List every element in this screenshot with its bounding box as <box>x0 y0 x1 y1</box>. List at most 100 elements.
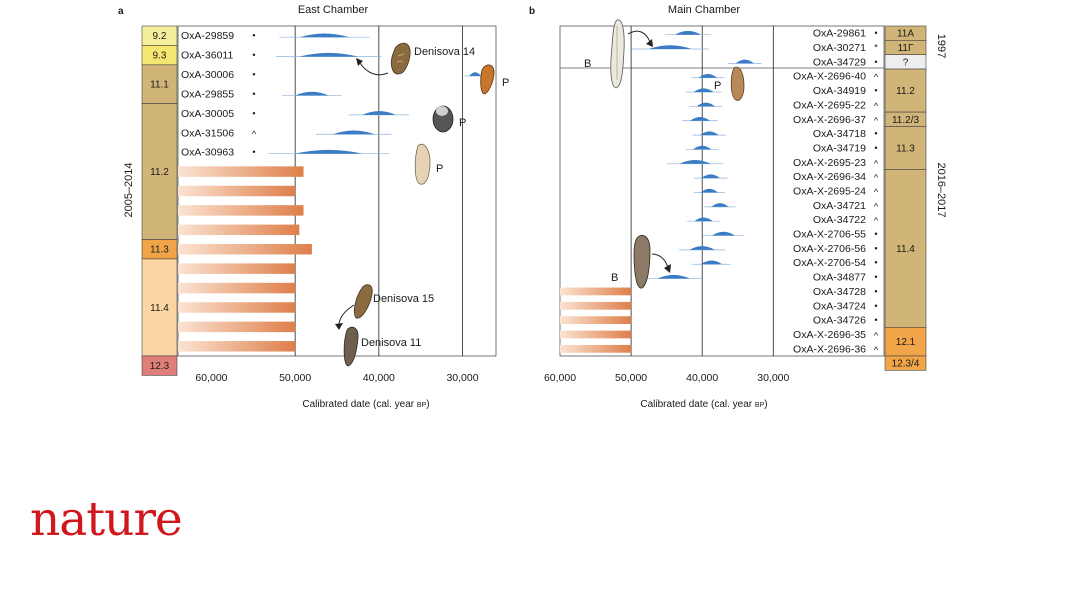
b-date-distribution-5 <box>696 102 715 107</box>
b-sample-marker-11: ^ <box>874 187 879 197</box>
b-limit-bar-20 <box>560 316 632 325</box>
b-sample-marker-5: ^ <box>874 101 879 111</box>
a-sample-marker-1: • <box>252 50 255 60</box>
a-limit-bar-7 <box>178 166 304 177</box>
b-sample-marker-14: • <box>874 229 877 239</box>
panel-b-annotations: B P B <box>584 58 721 284</box>
b-sample-marker-6: ^ <box>874 115 879 125</box>
denisova-14-arrowhead <box>356 58 363 66</box>
b-layer-box-6 <box>884 169 927 328</box>
b-date-distribution-2 <box>735 59 755 64</box>
pendant-fossil-icon-2 <box>432 105 454 133</box>
panel-b-x-axis-label: Calibrated date (cal. year BP) <box>640 399 767 410</box>
b-x-tick-label-0: 60,000 <box>544 372 576 384</box>
b-date-distribution-9 <box>679 160 711 164</box>
b-date-distribution-16 <box>700 260 723 265</box>
panel-b-x-ticks: 60,000 50,000 40,000 30,000 <box>544 372 790 384</box>
panel-a-period-label: 2005–2014 <box>123 162 135 217</box>
panel-b-layer-column: 11A 11Г? 11.2 11.2/3 11.3 11.4 12.1 12.3/4 <box>884 25 927 371</box>
a-layer-label-4: 11.3 <box>150 245 169 256</box>
a-date-distribution-0 <box>299 33 350 38</box>
panel-b-marks <box>560 30 762 353</box>
b-limit-bar-18 <box>560 287 632 296</box>
a-limit-bar-11 <box>178 243 312 255</box>
b-sample-marker-21: ^ <box>874 330 879 340</box>
b-date-distribution-6 <box>690 117 711 121</box>
a-date-distribution-1 <box>299 52 358 57</box>
b-layer-box-8 <box>884 355 927 371</box>
denisova-11-fossil-icon <box>343 326 359 367</box>
b-sample-label-2: OxA-34729 <box>813 56 866 68</box>
b-date-distribution-8 <box>692 145 712 150</box>
b-sample-marker-17: • <box>874 272 877 282</box>
b-date-distribution-12 <box>711 203 729 207</box>
panel-b-x-axis-label-unit: BP <box>755 402 765 409</box>
b-sample-label-6: OxA-X-2696-37 <box>793 114 866 126</box>
nature-logo: nature <box>30 492 183 547</box>
b-sample-label-14: OxA-X-2706-55 <box>793 229 866 241</box>
b-sample-marker-22: ^ <box>874 345 879 355</box>
b-layer-label-0: 11A <box>897 29 914 40</box>
a-layer-box-5 <box>141 258 178 357</box>
b-date-distribution-13 <box>694 217 713 222</box>
a-sample-marker-5: ^ <box>252 129 257 139</box>
a-date-distribution-6 <box>295 149 363 154</box>
b-sample-label-5: OxA-X-2695-22 <box>793 99 866 111</box>
a-layer-label-6: 12.3 <box>150 361 170 372</box>
b-layer-label-5: 11.3 <box>896 143 915 154</box>
b-sample-marker-12: ^ <box>874 201 879 211</box>
b-sample-label-9: OxA-X-2695-23 <box>793 157 866 169</box>
b-sample-label-4: OxA-34919 <box>813 85 866 97</box>
b-sample-marker-1: * <box>874 43 878 53</box>
b-sample-marker-18: • <box>874 286 877 296</box>
panel-a-annotations: Denisova 14 P P P Denisova 15 Denisova 1… <box>361 46 509 349</box>
b-limit-bar-21 <box>560 330 632 339</box>
panel-b-period-label-2016: 2016–2017 <box>935 162 947 217</box>
panel-b-x-axis-label-main: Calibrated date (cal. year <box>640 399 752 410</box>
a-sample-marker-3: • <box>252 89 255 99</box>
a-layer-label-1: 9.3 <box>153 51 167 62</box>
b-date-distribution-11 <box>700 188 718 193</box>
annotation-bone-point: B <box>584 58 591 70</box>
b-layer-label-3: 11.2 <box>896 86 915 97</box>
a-sample-label-1: OxA-36011 <box>181 50 233 62</box>
bone-point-arrowhead <box>646 39 653 47</box>
a-sample-label-5: OxA-31506 <box>181 127 234 139</box>
a-limit-bar-9 <box>178 205 304 216</box>
b-layer-label-4: 11.2/3 <box>892 115 919 126</box>
b-x-tick-label-1: 50,000 <box>615 372 647 384</box>
a-limit-bar-16 <box>178 341 296 352</box>
denisova-15-arrow <box>338 304 355 325</box>
b-sample-label-20: OxA-34726 <box>813 315 866 327</box>
b-layer-box-3 <box>884 68 927 113</box>
b-layer-box-7 <box>884 327 927 357</box>
panel-a-x-axis-label-unit: BP <box>417 402 427 409</box>
a-layer-label-3: 11.2 <box>150 167 169 178</box>
a-sample-marker-0: • <box>252 31 255 41</box>
a-sample-label-6: OxA-30963 <box>181 147 234 159</box>
b-x-tick-label-2: 40,000 <box>686 372 718 384</box>
panel-a-x-ticks: 60,000 50,000 40,000 30,000 <box>195 372 478 384</box>
annotation-denisova-11: Denisova 11 <box>361 337 421 349</box>
a-layer-label-0: 9.2 <box>153 31 167 42</box>
b-sample-marker-9: ^ <box>874 158 879 168</box>
b-date-distribution-7 <box>700 131 719 136</box>
panel-a-x-axis-label-main: Calibrated date (cal. year <box>302 399 414 410</box>
a-layer-label-2: 11.1 <box>150 80 169 91</box>
b-layer-label-7: 12.1 <box>896 337 916 348</box>
b-sample-marker-7: • <box>874 129 877 139</box>
a-limit-bar-8 <box>178 185 296 197</box>
b-sample-label-8: OxA-34719 <box>813 142 866 154</box>
a-sample-marker-4: • <box>252 108 255 118</box>
b-date-distribution-14 <box>712 231 735 236</box>
b-sample-marker-19: • <box>874 301 877 311</box>
b-sample-label-12: OxA-34721 <box>813 200 866 212</box>
panel-b-title: Main Chamber <box>668 4 740 16</box>
b-layer-box-5 <box>884 126 927 170</box>
b-sample-marker-20: • <box>874 315 877 325</box>
pendant-fossil-icon-4 <box>730 66 745 101</box>
panel-a-marks <box>178 33 486 352</box>
a-layer-box-6 <box>141 355 178 376</box>
b-date-distribution-1 <box>648 45 692 50</box>
